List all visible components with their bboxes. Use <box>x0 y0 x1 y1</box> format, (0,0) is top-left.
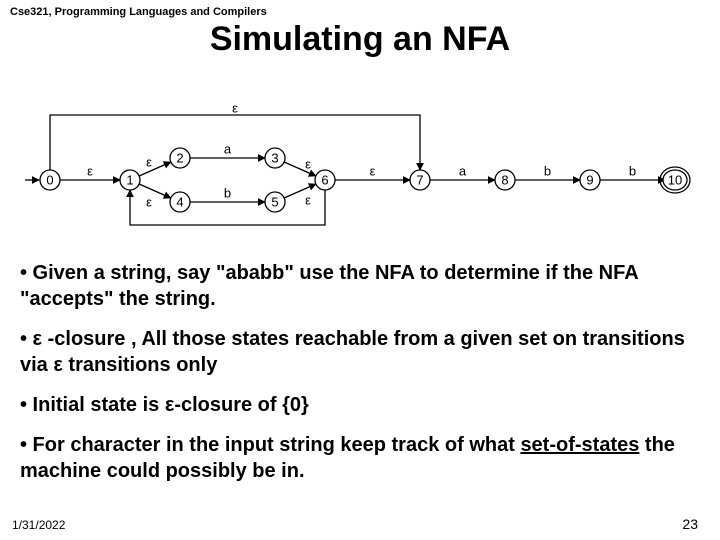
svg-text:ε: ε <box>225 228 231 230</box>
course-header: Cse321, Programming Languages and Compil… <box>10 6 267 18</box>
svg-text:2: 2 <box>176 150 183 165</box>
svg-text:ε: ε <box>305 156 311 171</box>
slide-body: • Given a string, say "ababb" use the NF… <box>20 260 700 498</box>
svg-text:7: 7 <box>416 172 423 187</box>
slide-title: Simulating an NFA <box>0 20 720 59</box>
svg-text:b: b <box>224 185 231 200</box>
svg-text:4: 4 <box>176 194 183 209</box>
footer-date: 1/31/2022 <box>12 518 65 532</box>
bullet-item: • Initial state is ε-closure of {0} <box>20 392 700 418</box>
svg-text:ε: ε <box>305 192 311 207</box>
svg-text:b: b <box>544 163 551 178</box>
svg-text:b: b <box>629 163 636 178</box>
svg-text:ε: ε <box>146 154 152 169</box>
svg-text:ε: ε <box>87 163 93 178</box>
svg-text:10: 10 <box>668 172 682 187</box>
nfa-diagram: ε ε ε a b ε ε ε a b b ε ε 0 1 2 3 4 5 6 7 8 9 10 <box>25 80 705 230</box>
svg-text:a: a <box>459 163 467 178</box>
svg-text:ε: ε <box>232 100 238 115</box>
svg-text:5: 5 <box>271 194 278 209</box>
svg-text:3: 3 <box>271 150 278 165</box>
footer-page-number: 23 <box>682 516 698 532</box>
bullet-item: • Given a string, say "ababb" use the NF… <box>20 260 700 312</box>
svg-text:0: 0 <box>46 172 53 187</box>
svg-text:1: 1 <box>126 172 133 187</box>
bullet-item: • For character in the input string keep… <box>20 432 700 484</box>
svg-text:ε: ε <box>146 194 152 209</box>
svg-text:8: 8 <box>501 172 508 187</box>
bullet-item: • ε -closure , All those states reachabl… <box>20 326 700 378</box>
svg-text:9: 9 <box>586 172 593 187</box>
svg-text:6: 6 <box>321 172 328 187</box>
svg-text:a: a <box>224 141 232 156</box>
svg-text:ε: ε <box>370 163 376 178</box>
